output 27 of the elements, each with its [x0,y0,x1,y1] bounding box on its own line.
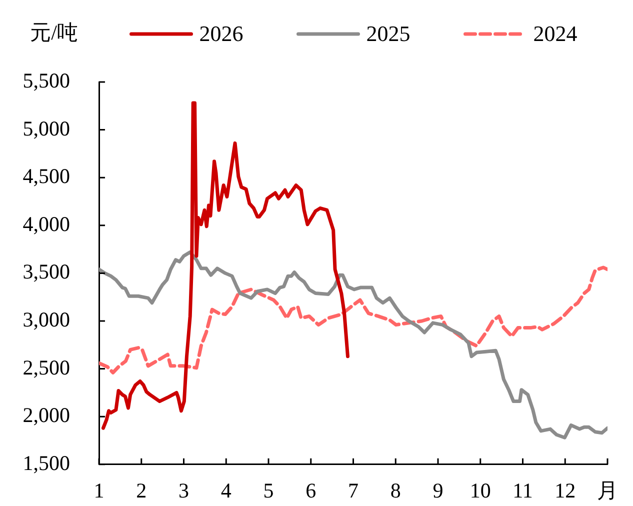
y-tick-label: 1,500 [22,450,70,475]
y-tick-label: 2,000 [22,403,70,428]
y-tick-label: 2,500 [22,355,70,380]
y-tick-label: 4,500 [22,164,70,188]
y-tick-label: 5,500 [22,68,70,93]
y-tick-label: 3,500 [22,260,70,284]
line-series [99,266,608,374]
x-tick-label: 8 [390,478,401,503]
x-tick-label: 10 [470,478,491,503]
legend-label: 2024 [533,20,578,46]
legend-label: 2025 [366,20,410,46]
x-tick-label: 7 [348,478,358,503]
x-tick-label: 3 [178,478,189,503]
x-tick-label: 12 [554,478,576,503]
y-tick-label: 5,000 [22,116,70,140]
x-tick-label: 4 [220,478,232,503]
x-tick-label: 2 [136,478,147,503]
y-tick-label: 4,000 [22,212,70,236]
y-tick-label: 3,000 [22,308,70,332]
x-tick-label: 11 [512,478,533,503]
x-tick-label: 9 [432,478,444,503]
y-axis-title: 元/吨 [30,20,78,45]
x-tick-label: 6 [306,478,316,503]
legend-label: 2026 [199,20,244,46]
x-tick-label: 1 [94,478,104,503]
x-tick-label: 月 [597,478,618,503]
x-tick-label: 5 [263,478,274,503]
